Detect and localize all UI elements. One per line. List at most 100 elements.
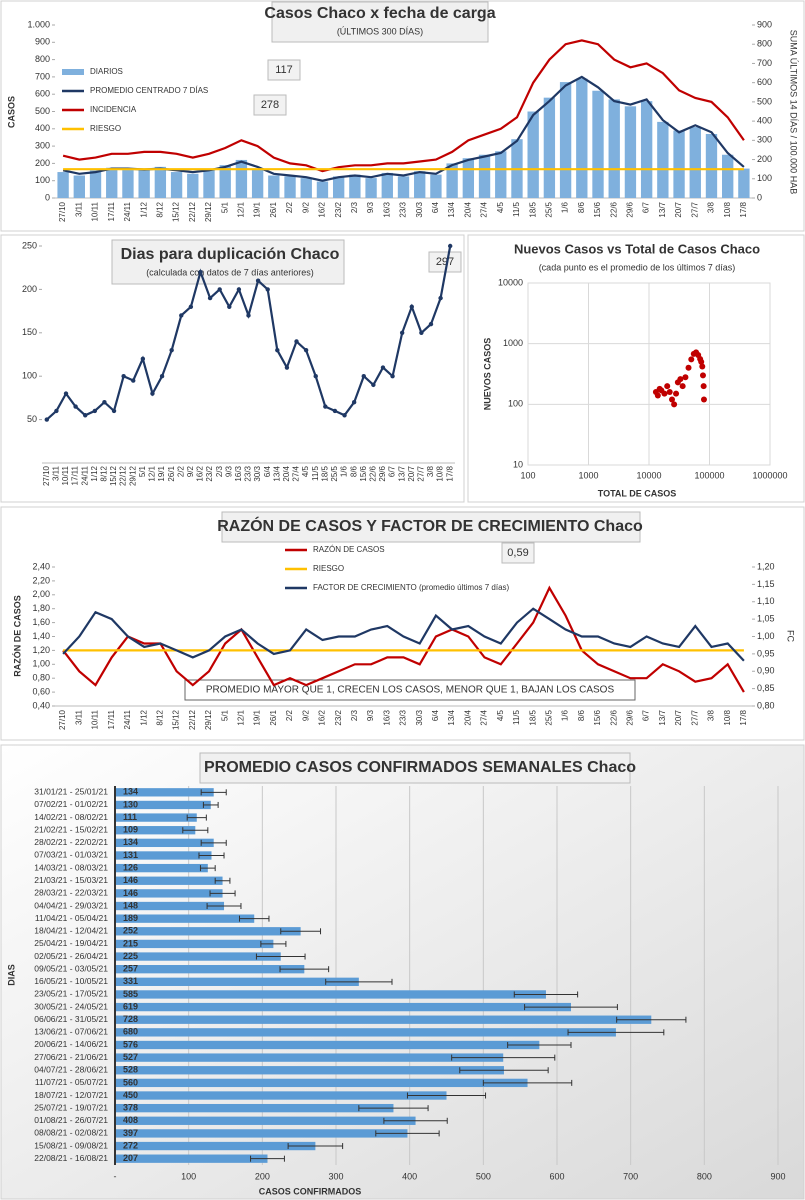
point — [699, 363, 706, 370]
bar — [115, 851, 212, 860]
panel — [467, 234, 805, 503]
x-tick-label: 19/1 — [253, 201, 262, 217]
x-tick-label: 10/11 — [61, 465, 70, 485]
x-tick-label: 10/8 — [723, 709, 732, 725]
bar — [122, 169, 134, 198]
chart-title: RAZÓN DE CASOS Y FACTOR DE CRECIMIENTO C… — [217, 516, 643, 535]
x-tick-label: 3/11 — [74, 201, 83, 217]
x-tick-label: 20/4 — [463, 201, 472, 217]
x-tick-label: 27/7 — [416, 465, 425, 481]
y-tick-label: 31/01/21 - 25/01/21 — [34, 787, 108, 797]
x-tick-label: 30/3 — [253, 465, 262, 481]
data-label: 527 — [123, 1052, 138, 1062]
marker — [44, 417, 50, 422]
y-tick-label: 1.000 — [27, 19, 50, 29]
y-tick-label: 150 — [22, 327, 37, 337]
y-tick-label: 16/05/21 - 10/05/21 — [34, 976, 108, 986]
point — [661, 390, 668, 397]
marker — [83, 413, 88, 418]
x-tick-label: 4/5 — [496, 201, 505, 213]
x-tick-label: 25/5 — [544, 709, 553, 725]
bar — [349, 174, 361, 198]
bar — [430, 174, 442, 198]
x-tick-label: 1000000 — [752, 470, 787, 480]
y2-tick-label: 600 — [757, 77, 772, 87]
x-tick-label: 3/11 — [52, 465, 61, 481]
x-axis-title: TOTAL DE CASOS — [598, 488, 677, 498]
x-tick-label: 20/4 — [463, 709, 472, 725]
bar — [115, 927, 301, 936]
bar — [462, 158, 475, 198]
x-tick-label: 29/12 — [128, 465, 137, 486]
note-box — [184, 679, 636, 701]
x-tick-label: 2/3 — [350, 709, 359, 721]
y-tick-label: 2,40 — [32, 561, 50, 571]
y2-tick-label: 800 — [757, 39, 772, 49]
x-tick-label: 23/2 — [334, 201, 343, 217]
y2-tick-label: 700 — [757, 58, 772, 68]
marker — [284, 365, 290, 370]
y-tick-label: 02/05/21 - 26/04/21 — [34, 951, 108, 961]
x-tick-label: 24/11 — [123, 201, 132, 221]
y-axis-title: CASOS — [6, 96, 16, 128]
bar — [115, 889, 223, 898]
x-tick-label: 22/12 — [119, 465, 128, 486]
data-label: 528 — [123, 1065, 138, 1075]
x-tick-label: 29/6 — [378, 465, 387, 481]
x-tick-label: 26/1 — [269, 709, 278, 725]
y-tick-label: 800 — [35, 54, 50, 64]
y-tick-label: 900 — [35, 37, 50, 47]
data-label: 585 — [123, 989, 138, 999]
y-tick-label: 22/08/21 - 16/08/21 — [34, 1153, 108, 1163]
x-tick-label: 5/1 — [138, 465, 147, 477]
x-tick-label: 900 — [770, 1171, 785, 1181]
annotation: 297 — [436, 256, 454, 268]
marker — [390, 374, 395, 379]
bar — [138, 168, 150, 198]
bar — [115, 876, 223, 885]
bar — [640, 101, 653, 198]
y-tick-label: 200 — [35, 158, 50, 168]
y-tick-label: 15/08/21 - 09/08/21 — [34, 1140, 108, 1150]
y-tick-label: 23/05/21 - 17/05/21 — [34, 989, 108, 999]
y-tick-label: 10 — [513, 459, 523, 469]
bar — [115, 1040, 540, 1050]
x-tick-label: 29/12 — [204, 201, 213, 222]
y-tick-label: 06/06/21 - 31/05/21 — [34, 1014, 108, 1024]
bar — [115, 952, 281, 961]
point — [671, 401, 678, 408]
y-tick-label: 1,80 — [32, 603, 50, 613]
marker — [351, 400, 357, 405]
marker — [294, 339, 299, 344]
y-tick-label: 100 — [22, 371, 37, 381]
x-tick-label: 3/8 — [707, 709, 716, 721]
data-label: 134 — [123, 787, 138, 797]
marker — [236, 287, 242, 292]
x-tick-label: 27/4 — [480, 709, 489, 725]
x-tick-label: 20/7 — [407, 465, 416, 481]
marker — [54, 408, 59, 414]
x-tick-label: 13/7 — [658, 201, 667, 217]
y-tick-label: 30/05/21 - 24/05/21 — [34, 1001, 108, 1011]
y-tick-label: 25/04/21 - 19/04/21 — [34, 938, 108, 948]
x-tick-label: 9/3 — [366, 709, 375, 721]
marker — [140, 356, 146, 362]
marker — [303, 347, 309, 353]
y-tick-label: 400 — [35, 123, 50, 133]
y-axis-title: NUEVOS CASOS — [482, 338, 492, 411]
data-label: 109 — [123, 825, 138, 835]
x-tick-label: 12/1 — [237, 709, 246, 725]
x-tick-label: 22/6 — [609, 201, 618, 217]
title-box — [199, 752, 631, 784]
y-tick-label: 1,60 — [32, 617, 50, 627]
bar — [738, 168, 750, 198]
marker — [332, 408, 338, 414]
legend-label: PROMEDIO CENTRADO 7 DÍAS — [90, 86, 208, 95]
bar — [624, 106, 637, 198]
data-label: 728 — [123, 1014, 138, 1024]
bar — [478, 154, 491, 198]
x-tick-label: 2/2 — [176, 465, 185, 477]
y-tick-label: 1,20 — [32, 645, 50, 655]
y-tick-label: 07/02/21 - 01/02/21 — [34, 799, 108, 809]
